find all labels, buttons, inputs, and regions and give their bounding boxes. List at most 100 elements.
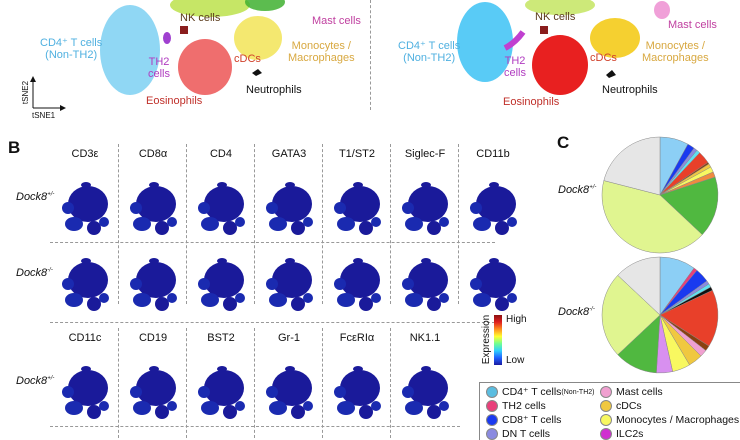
cluster-nk-top (525, 0, 595, 15)
marker-title: CD19 (138, 332, 168, 344)
legend-label: TH2 cells (502, 400, 546, 412)
label-cdcs: cDCs (234, 53, 261, 65)
legend-swatch-icon (486, 386, 498, 398)
label-cd4: CD4⁺ T cells (Non-TH2) (398, 40, 461, 64)
expression-tsne-mini (190, 178, 252, 240)
marker-title: CD11b (476, 148, 510, 160)
legend-swatch-icon (486, 400, 498, 412)
expression-tsne-mini (258, 362, 320, 424)
pie-slice (601, 180, 703, 254)
pie-slice (659, 289, 719, 347)
label-cd4: CD4⁺ T cells (Non-TH2) (40, 37, 103, 61)
marker-title: NK1.1 (409, 332, 441, 344)
cluster-th2 (503, 30, 526, 51)
marker-title: Gr-1 (278, 332, 300, 344)
label-neut: Neutrophils (602, 84, 658, 96)
cluster-cd4 (457, 2, 513, 82)
expression-tsne-mini (394, 178, 456, 240)
expression-tsne-mini (190, 254, 252, 316)
legend-item: TH2 cells (486, 400, 546, 412)
label-mast: Mast cells (668, 19, 717, 31)
legend-swatch-icon (600, 428, 612, 440)
cluster-nk (180, 26, 188, 34)
tsne-scatter-het (30, 0, 285, 111)
panel-a-divider (370, 0, 371, 110)
cluster-eos (532, 35, 588, 95)
label-eos: Eosinophils (146, 95, 203, 107)
pie-label-ko: Dock8-/- (558, 306, 595, 318)
expression-colorbar (494, 315, 502, 365)
expression-tsne-mini (394, 254, 456, 316)
axis-label-tsne2: tSNE2 (21, 80, 31, 105)
expression-tsne-mini (326, 362, 388, 424)
label-cdcs: cDCs (590, 52, 617, 64)
pie-label-het: Dock8+/- (558, 184, 597, 196)
grid-divider (50, 242, 495, 243)
panel-b-letter: B (8, 138, 21, 157)
row-label-ko-1: Dock8-/- (16, 267, 53, 279)
marker-title: Siglec-F (404, 148, 446, 160)
expression-tsne-mini (326, 178, 388, 240)
label-th2: TH2 cells (148, 56, 171, 80)
expression-tsne-mini (462, 254, 524, 316)
label-nk: NK cells (535, 11, 576, 23)
grid-divider (390, 328, 391, 438)
cluster-green-top (245, 0, 285, 11)
cluster-neut (606, 70, 616, 78)
grid-divider (390, 144, 391, 304)
expression-tsne-mini (258, 178, 320, 240)
pie-chart-het (601, 136, 719, 254)
marker-title: CD11c (68, 332, 102, 344)
tsne-scatter-ko (457, 0, 670, 95)
expression-tsne-mini (258, 254, 320, 316)
pie-slice (601, 274, 661, 356)
colorbar-high: High (506, 314, 527, 325)
pie-slice (603, 136, 661, 196)
grid-divider (186, 144, 187, 304)
grid-divider (254, 328, 255, 438)
marker-title: BST2 (207, 332, 235, 344)
label-mono: Monocytes / Macrophages (642, 40, 709, 64)
label-neut: Neutrophils (246, 84, 302, 96)
marker-title: FcεRIα (339, 332, 375, 344)
legend-label: cDCs (616, 400, 642, 412)
expression-tsne-mini (190, 362, 252, 424)
grid-divider (50, 322, 495, 323)
label-nk: NK cells (180, 12, 221, 24)
pie-chart-ko (601, 256, 719, 374)
row-label-het-2: Dock8+/- (16, 375, 55, 387)
legend-label: ILC2s (616, 428, 644, 440)
cell-type-legend: CD4⁺ T cells (Non-TH2) TH2 cells CD8⁺ T ce… (479, 382, 740, 440)
expression-tsne-mini (54, 178, 116, 240)
row-label-het-1: Dock8+/- (16, 191, 55, 203)
legend-swatch-icon (600, 414, 612, 426)
cluster-mono (590, 18, 640, 58)
grid-divider (50, 426, 460, 427)
label-mast: Mast cells (312, 15, 361, 27)
legend-label: DN T cells (502, 428, 551, 440)
cluster-mono (234, 16, 282, 60)
grid-divider (458, 144, 459, 304)
label-eos: Eosinophils (503, 96, 560, 108)
pie-slice (617, 256, 661, 316)
expression-tsne-mini (122, 254, 184, 316)
expression-tsne-mini (54, 254, 116, 316)
legend-swatch-icon (486, 428, 498, 440)
grid-divider (118, 328, 119, 438)
grid-divider (322, 144, 323, 304)
tsne-axes (30, 76, 66, 111)
label-mono: Monocytes / Macrophages (288, 40, 355, 64)
marker-title: CD8α (138, 148, 168, 160)
legend-swatch-icon (486, 414, 498, 426)
cluster-cd4 (100, 5, 160, 95)
tsne-plot-het: CD4⁺ T cells (Non-TH2) TH2 cells NK cells … (0, 0, 370, 130)
colorbar-low: Low (506, 355, 525, 366)
legend-label: Monocytes / Macrophages (616, 414, 740, 426)
legend-item: Mast cells (600, 386, 663, 398)
cluster-mast (654, 1, 670, 19)
legend-item: DN T cells (486, 428, 550, 440)
legend-item: Monocytes / Macrophages (600, 414, 739, 426)
marker-title: T1/ST2 (338, 148, 376, 160)
legend-label: Mast cells (616, 386, 663, 398)
marker-title: CD4 (209, 148, 232, 160)
